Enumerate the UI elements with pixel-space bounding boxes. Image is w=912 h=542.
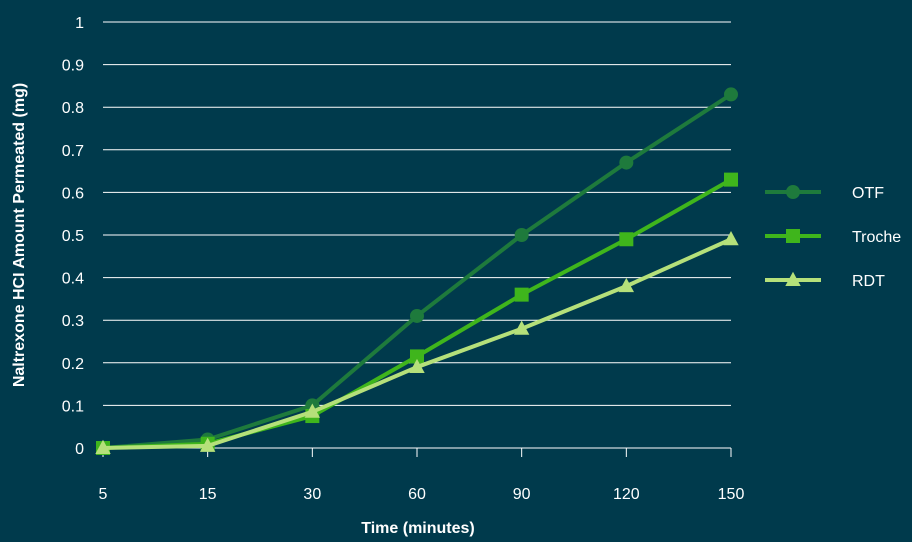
data-point-troche bbox=[724, 172, 738, 187]
y-tick-label: 0.4 bbox=[62, 271, 84, 288]
series-line-otf bbox=[102, 92, 733, 450]
x-tick-label: 15 bbox=[199, 486, 217, 503]
y-axis-ticks: 0 0.1 0.2 0.3 0.4 0.5 0.6 0.7 0.8 0.9 1 bbox=[62, 15, 84, 458]
legend-item-troche: Troche bbox=[765, 229, 901, 246]
series-group bbox=[95, 87, 739, 455]
legend-label-troche: Troche bbox=[852, 229, 901, 246]
x-tick-label: 30 bbox=[303, 486, 321, 503]
x-tick-label: 60 bbox=[408, 486, 426, 503]
y-tick-label: 0 bbox=[75, 441, 84, 458]
y-tick-label: 0.5 bbox=[62, 228, 84, 245]
x-axis-title: Time (minutes) bbox=[361, 520, 475, 537]
y-tick-label: 0.1 bbox=[62, 398, 84, 415]
legend-label-rdt: RDT bbox=[852, 273, 885, 290]
legend-marker-troche bbox=[786, 229, 800, 243]
data-point-otf bbox=[619, 155, 634, 170]
data-point-troche bbox=[514, 287, 529, 302]
data-point-rdt bbox=[95, 439, 111, 454]
data-point-rdt bbox=[409, 358, 425, 374]
legend: OTF Troche RDT bbox=[765, 185, 901, 290]
legend-marker-rdt bbox=[785, 271, 801, 286]
y-tick-label: 1 bbox=[75, 15, 84, 32]
x-axis-ticks: 5 15 30 60 90 120 150 bbox=[99, 448, 745, 503]
data-point-rdt bbox=[618, 277, 635, 293]
x-tick-label: 5 bbox=[99, 486, 108, 503]
y-tick-label: 0.7 bbox=[62, 143, 84, 160]
data-point-rdt bbox=[723, 231, 739, 246]
legend-item-otf: OTF bbox=[765, 185, 884, 202]
series-line-rdt bbox=[102, 237, 732, 450]
y-tick-label: 0.2 bbox=[62, 356, 84, 373]
x-tick-label: 120 bbox=[613, 486, 640, 503]
grid bbox=[103, 21, 731, 449]
y-tick-label: 0.9 bbox=[62, 58, 84, 75]
data-point-troche bbox=[410, 349, 424, 364]
legend-item-rdt: RDT bbox=[765, 271, 885, 290]
y-tick-label: 0.6 bbox=[62, 185, 84, 202]
series-rdt bbox=[95, 231, 739, 454]
data-point-otf bbox=[514, 228, 529, 242]
y-axis-title: Naltrexone HCI Amount Permeated (mg) bbox=[11, 83, 28, 387]
data-point-rdt bbox=[199, 437, 216, 452]
data-point-rdt bbox=[513, 320, 530, 335]
y-tick-label: 0.8 bbox=[62, 100, 84, 117]
x-tick-label: 90 bbox=[513, 486, 531, 503]
series-otf bbox=[96, 87, 738, 455]
y-tick-label: 0.3 bbox=[62, 313, 84, 330]
x-tick-label: 150 bbox=[718, 486, 745, 503]
legend-label-otf: OTF bbox=[852, 185, 884, 202]
data-point-otf bbox=[410, 308, 424, 323]
data-point-rdt bbox=[304, 403, 321, 418]
legend-marker-otf bbox=[786, 185, 800, 199]
data-point-otf bbox=[724, 87, 738, 102]
data-point-troche bbox=[619, 232, 634, 247]
